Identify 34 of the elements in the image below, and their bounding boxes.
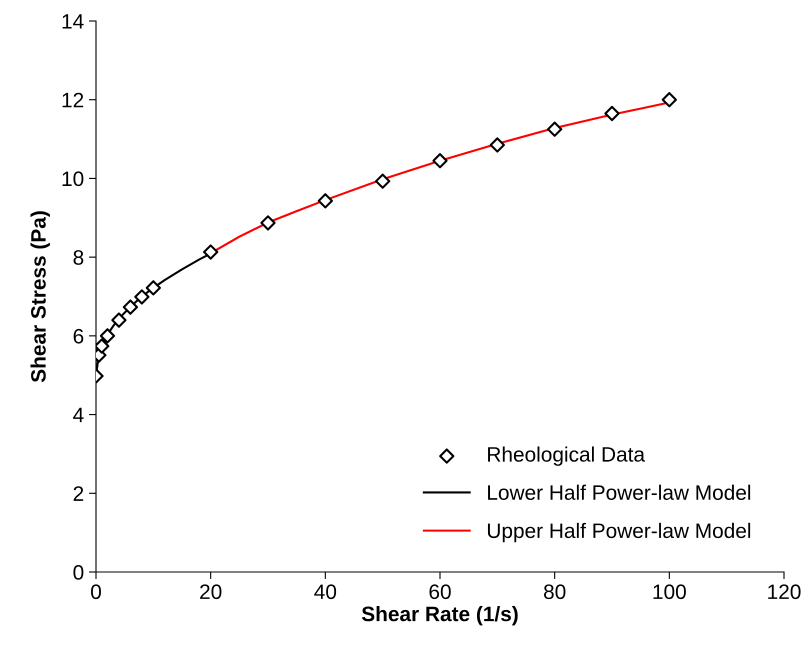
point [122, 299, 138, 315]
y-tick-label: 6 [74, 328, 84, 344]
x-tick-label: 40 [314, 584, 336, 600]
y-tick-label: 4 [73, 408, 84, 422]
point [604, 106, 620, 122]
y-tick-label: 12 [62, 92, 84, 108]
y-axis-title: Shear Stress (Pa) [30, 211, 50, 382]
point [375, 174, 390, 189]
point [134, 289, 150, 305]
point [432, 153, 448, 168]
point [111, 312, 127, 328]
legend-label: Upper Half Power-law Model [488, 522, 750, 542]
legend-label: Lower Half Power-law Model [488, 484, 750, 500]
y-tick-label: 8 [74, 250, 84, 265]
legend-label: Rheological Data [488, 446, 646, 466]
point [146, 280, 161, 296]
x-tick-label: 20 [200, 584, 222, 600]
point [100, 328, 116, 344]
y-tick-label: 2 [74, 486, 84, 501]
point [547, 122, 562, 137]
y-tick-label: 14 [62, 14, 84, 29]
point [318, 193, 333, 208]
x-tick-label: 120 [768, 584, 801, 600]
point [490, 137, 505, 153]
y-tick-label: 0 [73, 565, 84, 580]
x-axis-title: Shear Rate (1/s) [362, 606, 518, 626]
point [260, 215, 276, 231]
point [662, 92, 677, 108]
x-tick-label: 60 [429, 584, 451, 600]
y-tick-label: 10 [62, 171, 84, 186]
x-tick-label: 80 [544, 584, 566, 600]
point [203, 244, 218, 260]
x-tick-label: 0 [91, 584, 101, 600]
x-tick-label: 100 [654, 584, 686, 600]
